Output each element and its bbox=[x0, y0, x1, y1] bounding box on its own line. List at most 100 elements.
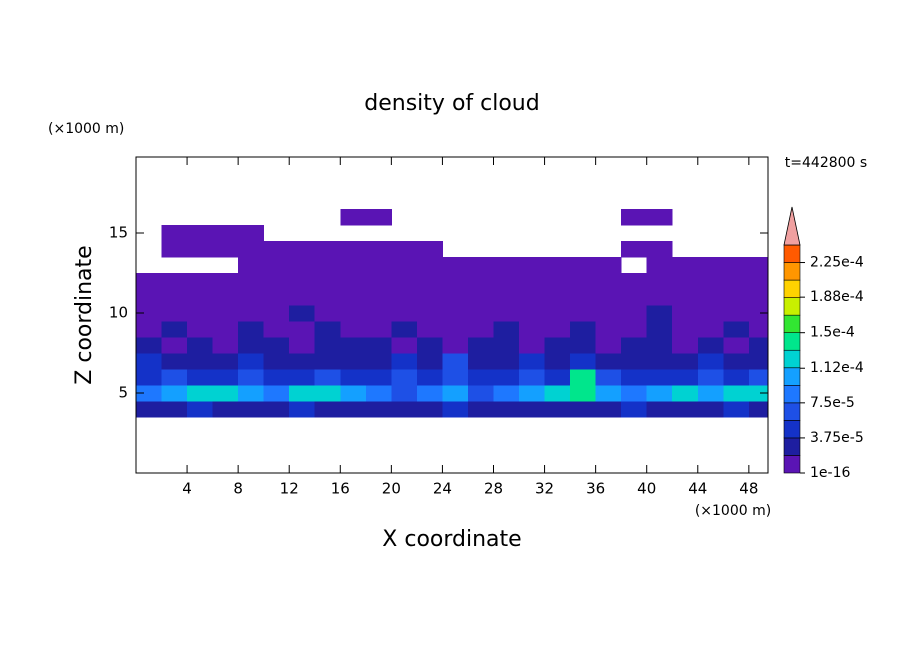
contour-cell bbox=[544, 353, 571, 370]
contour-cell bbox=[340, 369, 367, 386]
contour-cell bbox=[570, 257, 597, 274]
contour-cell bbox=[621, 353, 648, 370]
contour-cell bbox=[697, 353, 724, 370]
contour-cell bbox=[595, 337, 622, 354]
contour-cell bbox=[238, 337, 265, 354]
contour-cell bbox=[289, 385, 316, 402]
contour-cell bbox=[212, 241, 239, 258]
contour-cell bbox=[467, 257, 494, 274]
contour-cell bbox=[365, 321, 392, 338]
contour-cell bbox=[212, 273, 239, 290]
contour-cell bbox=[391, 305, 418, 322]
contour-cell bbox=[442, 289, 469, 306]
contour-cell bbox=[519, 369, 546, 386]
contour-cell bbox=[723, 305, 750, 322]
contour-cell bbox=[493, 385, 520, 402]
contour-cell bbox=[340, 305, 367, 322]
contour-cell bbox=[442, 369, 469, 386]
contour-cell bbox=[391, 369, 418, 386]
contour-cell bbox=[263, 369, 290, 386]
contour-cell bbox=[646, 353, 673, 370]
contour-cell bbox=[748, 353, 769, 370]
contour-cell bbox=[697, 337, 724, 354]
contour-cell bbox=[416, 401, 443, 418]
contour-cell bbox=[340, 401, 367, 418]
contour-cell bbox=[493, 305, 520, 322]
contour-cell bbox=[519, 353, 546, 370]
contour-cell bbox=[697, 257, 724, 274]
contour-cell bbox=[238, 321, 265, 338]
contour-cell bbox=[493, 369, 520, 386]
contour-cell bbox=[595, 369, 622, 386]
contour-cell bbox=[493, 337, 520, 354]
contour-cell bbox=[467, 369, 494, 386]
contour-cell bbox=[187, 401, 214, 418]
contour-cell bbox=[595, 401, 622, 418]
colorbar-tick-label: 3.75e-5 bbox=[810, 430, 864, 446]
contour-cell bbox=[748, 337, 769, 354]
contour-cell bbox=[314, 289, 341, 306]
contour-cell bbox=[263, 401, 290, 418]
contour-cell bbox=[263, 241, 290, 258]
contour-cell bbox=[238, 305, 265, 322]
colorbar-tick-label: 1.12e-4 bbox=[810, 360, 864, 376]
contour-cell bbox=[238, 225, 265, 242]
y-axis-label: Z coordinate bbox=[72, 245, 97, 384]
contour-cell bbox=[748, 401, 769, 418]
contour-cell bbox=[467, 289, 494, 306]
contour-cell bbox=[212, 225, 239, 242]
contour-cell bbox=[391, 273, 418, 290]
contour-cell bbox=[314, 273, 341, 290]
y-tick-label: 10 bbox=[109, 304, 128, 322]
contour-cell bbox=[467, 321, 494, 338]
contour-cell bbox=[723, 337, 750, 354]
contour-cell bbox=[621, 241, 648, 258]
contour-cell bbox=[595, 353, 622, 370]
contour-cell bbox=[238, 289, 265, 306]
contour-cell bbox=[187, 273, 214, 290]
contour-cell bbox=[391, 337, 418, 354]
contour-cell bbox=[672, 337, 699, 354]
contour-cell bbox=[416, 337, 443, 354]
contour-cell bbox=[570, 385, 597, 402]
x-tick-label: 32 bbox=[535, 480, 554, 498]
contour-cell bbox=[595, 305, 622, 322]
y-tick-label: 15 bbox=[109, 224, 128, 242]
contour-cell bbox=[748, 257, 769, 274]
contour-cell bbox=[672, 353, 699, 370]
contour-cell bbox=[340, 241, 367, 258]
contour-cell bbox=[493, 257, 520, 274]
chart-title: density of cloud bbox=[364, 91, 539, 116]
contour-cell bbox=[314, 241, 341, 258]
contour-cell bbox=[238, 273, 265, 290]
contour-cell bbox=[238, 257, 265, 274]
x-tick-label: 12 bbox=[280, 480, 299, 498]
contour-cell bbox=[416, 289, 443, 306]
contour-cell bbox=[263, 385, 290, 402]
contour-cell bbox=[544, 305, 571, 322]
contour-cell bbox=[544, 385, 571, 402]
y-tick-label: 5 bbox=[118, 384, 128, 402]
colorbar-bin bbox=[783, 367, 801, 386]
contour-cell bbox=[365, 385, 392, 402]
contour-cell bbox=[416, 385, 443, 402]
contour-cell bbox=[442, 401, 469, 418]
contour-cell bbox=[646, 321, 673, 338]
contour-cell bbox=[519, 257, 546, 274]
contour-cell bbox=[646, 385, 673, 402]
contour-cell bbox=[416, 305, 443, 322]
contour-cell bbox=[365, 273, 392, 290]
x-tick-label: 40 bbox=[637, 480, 656, 498]
contour-field bbox=[136, 209, 769, 418]
contour-cell bbox=[416, 273, 443, 290]
x-tick-label: 24 bbox=[433, 480, 452, 498]
contour-cell bbox=[544, 337, 571, 354]
x-tick-label: 44 bbox=[688, 480, 707, 498]
contour-cell bbox=[646, 241, 673, 258]
contour-cell bbox=[161, 321, 188, 338]
contour-cell bbox=[314, 385, 341, 402]
contour-cell bbox=[391, 385, 418, 402]
contour-cell bbox=[212, 337, 239, 354]
contour-cell bbox=[748, 321, 769, 338]
contour-cell bbox=[263, 337, 290, 354]
